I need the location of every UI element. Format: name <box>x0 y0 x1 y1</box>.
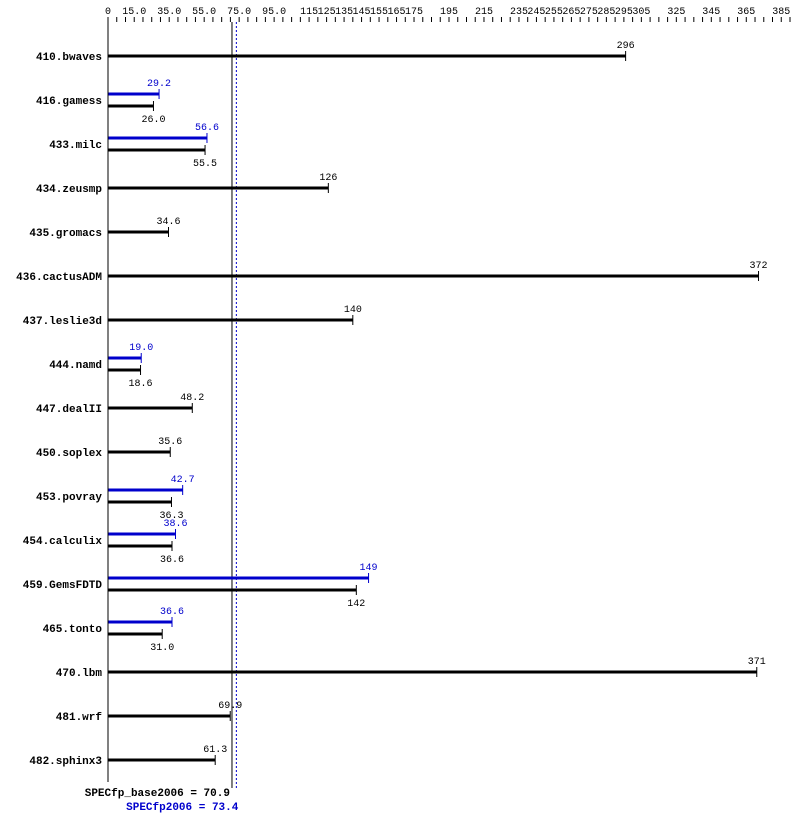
svg-text:125: 125 <box>318 7 336 18</box>
value-label: 29.2 <box>147 79 171 90</box>
svg-text:385: 385 <box>772 7 790 18</box>
value-label: 36.6 <box>160 607 184 618</box>
svg-text:295: 295 <box>615 7 633 18</box>
svg-text:95.0: 95.0 <box>262 7 286 18</box>
benchmark-label: 447.dealII <box>36 404 102 416</box>
benchmark-label: 453.povray <box>36 492 102 504</box>
value-label: 18.6 <box>129 379 153 390</box>
svg-text:365: 365 <box>737 7 755 18</box>
value-label: 36.6 <box>160 555 184 566</box>
value-label: 55.5 <box>193 159 217 170</box>
benchmark-label: 434.zeusmp <box>36 184 102 196</box>
benchmark-label: 444.namd <box>49 360 102 372</box>
value-label: 69.9 <box>218 701 242 712</box>
benchmark-label: 470.lbm <box>56 668 103 680</box>
value-label: 140 <box>344 305 362 316</box>
benchmark-label: 465.tonto <box>43 624 103 636</box>
svg-text:15.0: 15.0 <box>122 7 146 18</box>
benchmark-label: 433.milc <box>49 140 102 152</box>
value-label: 371 <box>748 657 766 668</box>
value-label: 56.6 <box>195 123 219 134</box>
benchmark-label: 454.calculix <box>23 536 103 548</box>
value-label: 31.0 <box>150 643 174 654</box>
value-label: 38.6 <box>163 519 187 530</box>
benchmark-label: 450.soplex <box>36 448 102 460</box>
svg-text:135: 135 <box>335 7 353 18</box>
value-label: 142 <box>347 599 365 610</box>
svg-text:55.0: 55.0 <box>192 7 216 18</box>
svg-text:0: 0 <box>105 7 111 18</box>
benchmark-label: 437.leslie3d <box>23 316 102 328</box>
svg-text:285: 285 <box>597 7 615 18</box>
benchmark-label: 436.cactusADM <box>16 272 102 284</box>
benchmark-label: 482.sphinx3 <box>29 756 102 768</box>
value-label: 61.3 <box>203 745 227 756</box>
value-label: 126 <box>319 173 337 184</box>
svg-text:325: 325 <box>667 7 685 18</box>
svg-text:235: 235 <box>510 7 528 18</box>
value-label: 19.0 <box>129 343 153 354</box>
benchmark-label: 410.bwaves <box>36 52 102 64</box>
svg-text:145: 145 <box>353 7 371 18</box>
footer-peak-label: SPECfp2006 = 73.4 <box>126 802 239 814</box>
benchmark-label: 459.GemsFDTD <box>23 580 103 592</box>
footer-base-label: SPECfp_base2006 = 70.9 <box>85 788 230 800</box>
benchmark-label: 416.gamess <box>36 96 102 108</box>
svg-text:155: 155 <box>370 7 388 18</box>
value-label: 296 <box>617 41 635 52</box>
spec-chart: 015.035.055.075.095.01151251351451551651… <box>0 0 799 831</box>
svg-text:35.0: 35.0 <box>157 7 181 18</box>
value-label: 34.6 <box>156 217 180 228</box>
value-label: 42.7 <box>171 475 195 486</box>
svg-text:265: 265 <box>562 7 580 18</box>
value-label: 35.6 <box>158 437 182 448</box>
benchmark-label: 481.wrf <box>56 712 103 724</box>
chart-background <box>0 0 799 831</box>
svg-text:215: 215 <box>475 7 493 18</box>
svg-text:245: 245 <box>527 7 545 18</box>
svg-text:275: 275 <box>580 7 598 18</box>
benchmark-label: 435.gromacs <box>29 228 102 240</box>
svg-text:165: 165 <box>388 7 406 18</box>
svg-text:195: 195 <box>440 7 458 18</box>
svg-text:75.0: 75.0 <box>227 7 251 18</box>
value-label: 26.0 <box>141 115 165 126</box>
svg-text:305: 305 <box>632 7 650 18</box>
value-label: 372 <box>750 261 768 272</box>
svg-text:175: 175 <box>405 7 423 18</box>
svg-text:345: 345 <box>702 7 720 18</box>
svg-text:115: 115 <box>300 7 318 18</box>
svg-text:255: 255 <box>545 7 563 18</box>
value-label: 48.2 <box>180 393 204 404</box>
value-label: 149 <box>360 563 378 574</box>
